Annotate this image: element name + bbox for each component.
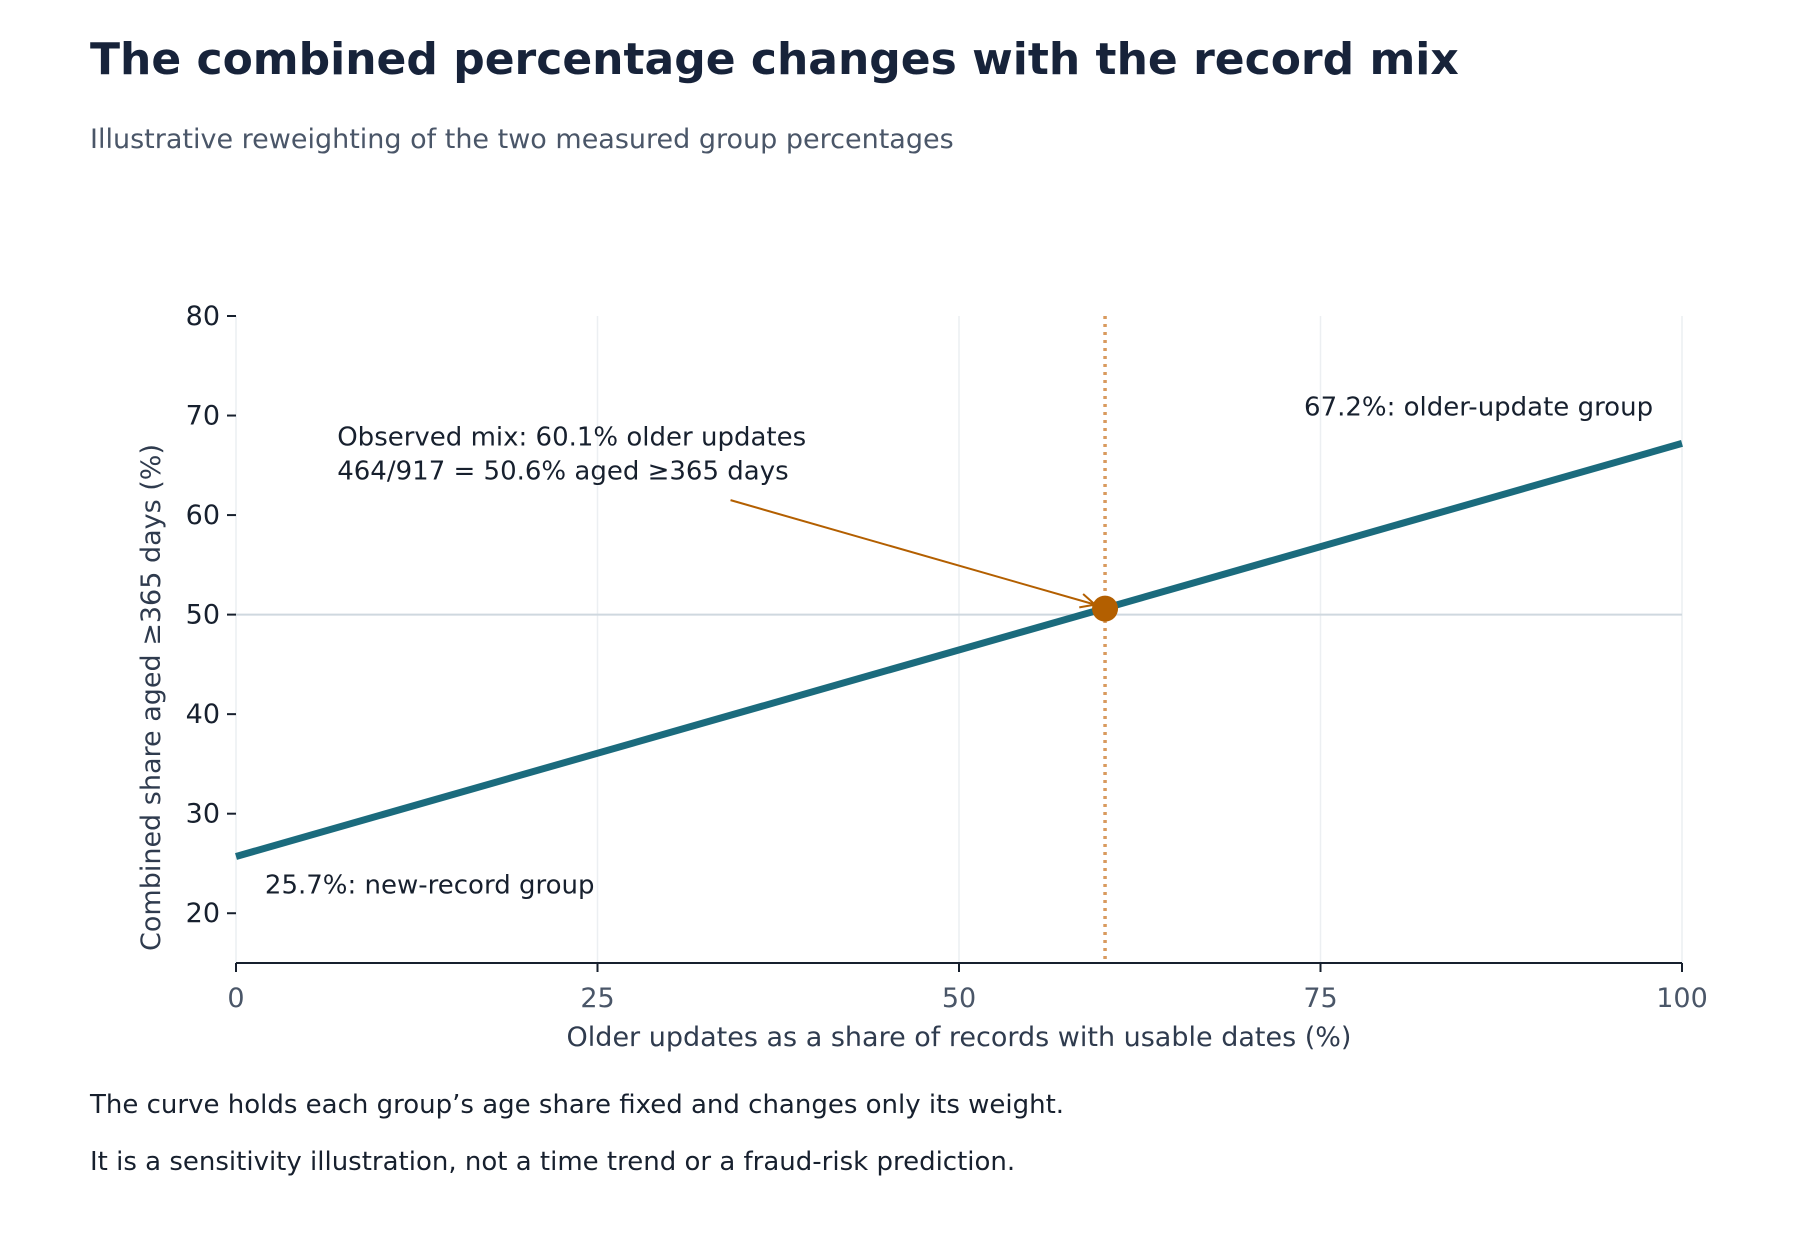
x-axis-label: Older updates as a share of records with… xyxy=(567,1022,1352,1053)
y-tick-label: 60 xyxy=(186,500,220,531)
y-axis-label: Combined share aged ≥365 days (%) xyxy=(136,444,167,951)
annotation-arrowhead xyxy=(1079,593,1098,609)
annotation-arrow xyxy=(730,499,1096,606)
x-tick-label: 100 xyxy=(1656,983,1708,1014)
grid-layer xyxy=(235,316,1683,963)
annotations: Observed mix: 60.1% older updates 464/917… xyxy=(265,393,1653,901)
older-update-group-label: 67.2%: older-update group xyxy=(1304,393,1653,423)
y-tick-label: 40 xyxy=(186,699,220,730)
footnote-2: It is a sensitivity illustration, not a … xyxy=(90,1147,1016,1177)
observed-mix-annotation-line: Observed mix: 60.1% older updates xyxy=(337,422,806,452)
y-tick-label: 80 xyxy=(186,301,220,332)
y-tick-label: 30 xyxy=(186,799,220,830)
tick-labels: 0 25 50 75 100 20 30 40 50 60 70 80 xyxy=(186,301,1708,1014)
footnote-1: The curve holds each group’s age share f… xyxy=(90,1090,1065,1120)
y-tick-label: 70 xyxy=(186,401,220,432)
chart-subtitle: Illustrative reweighting of the two meas… xyxy=(90,124,954,155)
observed-mix-annotation-line: 464/917 = 50.6% aged ≥365 days xyxy=(337,456,788,486)
x-tick-label: 50 xyxy=(942,983,976,1014)
x-tick-label: 25 xyxy=(580,983,614,1014)
observed-mix-marker xyxy=(1092,595,1119,622)
x-tick-label: 75 xyxy=(1303,983,1337,1014)
axes xyxy=(227,315,1683,972)
observed-mix-annotation: Observed mix: 60.1% older updates 464/917… xyxy=(337,422,806,486)
y-tick-label: 50 xyxy=(186,600,220,631)
x-tick-label: 0 xyxy=(227,983,244,1014)
chart-title: The combined percentage changes with the… xyxy=(90,34,1459,85)
series-layer xyxy=(235,440,1683,860)
y-tick-label: 20 xyxy=(186,898,220,929)
reference-lines xyxy=(236,316,1682,963)
new-record-group-label: 25.7%: new-record group xyxy=(265,870,595,900)
series-line xyxy=(235,440,1683,860)
